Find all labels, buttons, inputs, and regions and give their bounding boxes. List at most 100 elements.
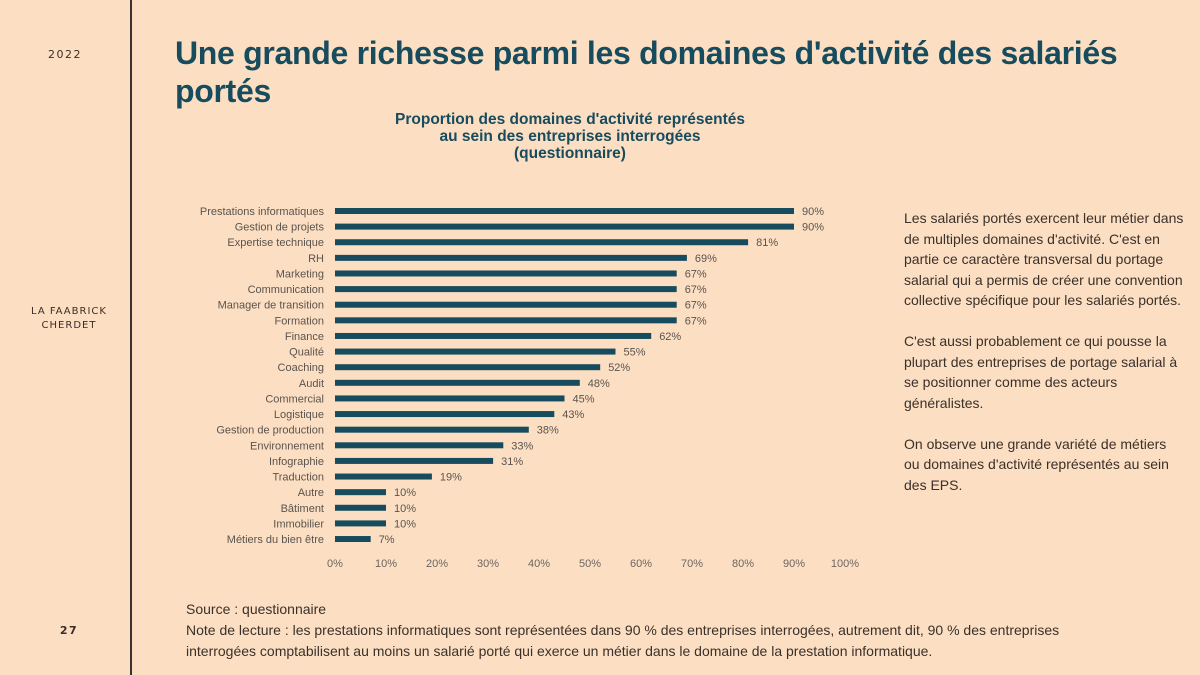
- bar: [335, 254, 687, 261]
- value-label: 31%: [501, 456, 523, 468]
- bars-group: [335, 208, 794, 543]
- value-label: 33%: [511, 440, 533, 452]
- value-label: 67%: [685, 315, 707, 327]
- category-label: Gestion de projets: [235, 222, 325, 234]
- page-number: 27: [59, 624, 79, 637]
- value-label: 90%: [802, 206, 824, 218]
- category-labels: Prestations informatiques Gestion de proj…: [200, 206, 325, 546]
- bar: [335, 239, 749, 246]
- category-label: Environnement: [250, 440, 324, 452]
- bar: [335, 208, 794, 214]
- x-tick-label: 30%: [477, 558, 499, 570]
- x-tick-label: 80%: [732, 558, 754, 570]
- bar: [335, 379, 580, 386]
- category-label: Infographie: [269, 456, 324, 468]
- bar: [335, 317, 677, 324]
- value-label: 43%: [562, 409, 584, 421]
- bar-chart: Prestations informatiques Gestion de proj…: [200, 206, 859, 570]
- category-label: Bâtiment: [281, 503, 324, 515]
- x-tick-label: 10%: [375, 558, 397, 570]
- x-tick-label: 40%: [528, 558, 550, 570]
- bar: [335, 223, 794, 230]
- x-tick-label: 90%: [783, 558, 805, 570]
- value-labels: 90% 90% 81% 69% 67% 67% 67% 67% 62% 55% 52% 48% 45% 4…: [379, 206, 825, 546]
- category-label: Expertise technique: [227, 237, 324, 249]
- category-label: Formation: [274, 315, 324, 327]
- x-tick-label: 60%: [630, 558, 652, 570]
- chart-title-line: au sein des entreprises interrogées: [439, 128, 701, 145]
- commentary-paragraph: On observe une grande variété de métiers…: [904, 435, 1169, 493]
- value-label: 19%: [440, 472, 462, 484]
- value-label: 7%: [379, 534, 395, 546]
- value-label: 62%: [659, 331, 681, 343]
- value-label: 45%: [573, 393, 595, 405]
- value-label: 67%: [685, 300, 707, 312]
- x-tick-label: 20%: [426, 558, 448, 570]
- category-label: Autre: [298, 487, 324, 499]
- category-label: Manager de transition: [218, 300, 324, 312]
- chart-title: Proportion des domaines d'activité repré…: [360, 111, 780, 162]
- bar: [335, 270, 677, 277]
- bar: [335, 442, 504, 449]
- x-tick-label: 70%: [681, 558, 703, 570]
- value-label: 69%: [695, 253, 717, 265]
- value-label: 55%: [624, 347, 646, 359]
- bar: [335, 489, 386, 496]
- footer-note: Source : questionnaire Note de lecture :…: [186, 599, 1086, 662]
- bar: [335, 411, 555, 418]
- value-label: 52%: [608, 362, 630, 374]
- commentary-paragraph: C'est aussi probablement ce qui pousse l…: [904, 333, 1178, 411]
- value-label: 67%: [685, 284, 707, 296]
- sidebar-brand: LA FAABRICK CHERDET: [0, 305, 138, 333]
- value-label: 81%: [756, 237, 778, 249]
- commentary: Les salariés portés exercent leur métier…: [904, 208, 1184, 516]
- bar: [335, 395, 565, 402]
- value-label: 38%: [537, 425, 559, 437]
- bar: [335, 301, 677, 308]
- category-label: Finance: [285, 331, 324, 343]
- commentary-paragraph: Les salariés portés exercent leur métier…: [904, 210, 1184, 308]
- bar: [335, 536, 371, 543]
- category-label: Prestations informatiques: [200, 206, 325, 218]
- bar: [335, 364, 601, 371]
- bar: [335, 457, 494, 464]
- category-label: Qualité: [289, 347, 324, 359]
- value-label: 48%: [588, 378, 610, 390]
- category-label: Communication: [248, 284, 324, 296]
- x-tick-label: 100%: [831, 558, 859, 570]
- category-label: Audit: [299, 378, 324, 390]
- bar: [335, 286, 677, 293]
- bar: [335, 520, 386, 527]
- chart-title-line: (questionnaire): [514, 145, 626, 162]
- value-label: 10%: [394, 487, 416, 499]
- value-label: 67%: [685, 268, 707, 280]
- bar: [335, 348, 616, 355]
- value-label: 90%: [802, 222, 824, 234]
- sidebar-divider: [130, 0, 132, 675]
- x-tick-label: 0%: [327, 558, 343, 570]
- bar: [335, 473, 432, 480]
- category-label: Métiers du bien être: [227, 534, 324, 546]
- category-label: Immobilier: [273, 518, 324, 530]
- page-title: Une grande richesse parmi les domaines d…: [175, 35, 1118, 109]
- source-text: Source : questionnaire: [186, 601, 327, 617]
- sidebar-brand-line1: LA FAABRICK: [31, 306, 107, 317]
- category-label: Commercial: [265, 393, 324, 405]
- bar: [335, 332, 652, 339]
- value-label: 10%: [394, 503, 416, 515]
- bar: [335, 504, 386, 511]
- value-label: 10%: [394, 518, 416, 530]
- sidebar-brand-line2: CHERDET: [41, 320, 97, 331]
- x-tick-label: 50%: [579, 558, 601, 570]
- category-label: RH: [308, 253, 324, 265]
- chart-title-line: Proportion des domaines d'activité repré…: [395, 111, 745, 128]
- category-label: Coaching: [278, 362, 324, 374]
- x-axis-ticks: 0% 10% 20% 30% 40% 50% 60% 70% 80% 90% 100%: [327, 558, 859, 570]
- category-label: Gestion de production: [216, 425, 324, 437]
- category-label: Marketing: [276, 268, 324, 280]
- category-label: Traduction: [272, 472, 324, 484]
- category-label: Logistique: [274, 409, 324, 421]
- bar: [335, 426, 529, 433]
- reading-note: Note de lecture : les prestations inform…: [186, 622, 1060, 659]
- sidebar-year: 2022: [48, 48, 82, 61]
